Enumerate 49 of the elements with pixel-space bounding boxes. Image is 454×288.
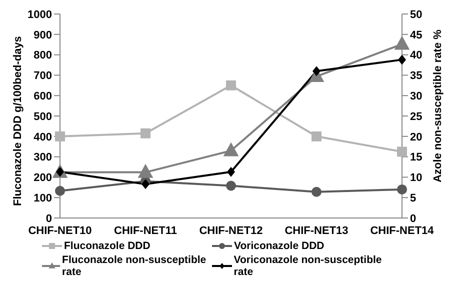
point [140,128,150,138]
y-tick-label: 900 [34,29,52,42]
point [226,80,236,90]
x-tick-label: CHIF-NET10 [28,224,92,237]
y-tick-label: 800 [34,50,52,62]
y2-tick-label: 35 [410,70,422,82]
x-tick-label: CHIF-NET12 [199,224,263,237]
y-tick-label: 700 [34,70,52,82]
x-tick-label: CHIF-NET14 [370,224,435,237]
x-tick-label: CHIF-NET11 [114,224,177,237]
point [312,66,320,76]
point [55,186,65,196]
point [397,146,407,157]
point [312,186,322,197]
point [142,179,150,190]
y-tick-label: 500 [34,110,52,123]
point [226,180,236,191]
y2-tick-label: 25 [410,110,422,123]
y2-tick-label: 0 [410,212,416,225]
y2-tick-label: 40 [410,50,422,62]
y-tick-label: 100 [34,192,52,205]
y2-tick-label: 20 [410,131,422,144]
point [138,164,154,178]
y-tick-label: 1000 [28,8,52,21]
point [227,166,235,177]
y-tick-label: 300 [34,152,52,164]
y2-tick-label: 5 [410,192,416,205]
legend-label: Voriconazole DDD [234,240,324,252]
y-axis-title: Fluconazole DDD g/100bed-days [12,36,24,206]
legend-label: Fluconazole DDD [64,240,150,252]
y-tick-label: 0 [46,212,52,225]
y2-tick-label: 10 [410,172,422,184]
y2-tick-label: 30 [410,90,422,103]
legend-label: Fluconazole non-susceptible rate [62,254,208,278]
y-tick-label: 600 [34,90,52,103]
y2-tick-label: 15 [410,152,422,164]
y-tick-label: 200 [34,172,52,184]
point [223,142,239,156]
legend-label: Voriconazole non-susceptible rate [234,254,383,278]
y-tick-label: 400 [34,131,52,144]
point [312,131,322,142]
point [398,54,406,65]
point [394,36,410,50]
y2-tick-label: 45 [410,29,422,42]
y2-axis-title: Azole non-susceptible rate % [432,29,444,182]
y2-tick-label: 50 [410,8,422,21]
x-tick-label: CHIF-NET13 [284,224,348,237]
point [397,184,407,194]
point [55,131,65,142]
